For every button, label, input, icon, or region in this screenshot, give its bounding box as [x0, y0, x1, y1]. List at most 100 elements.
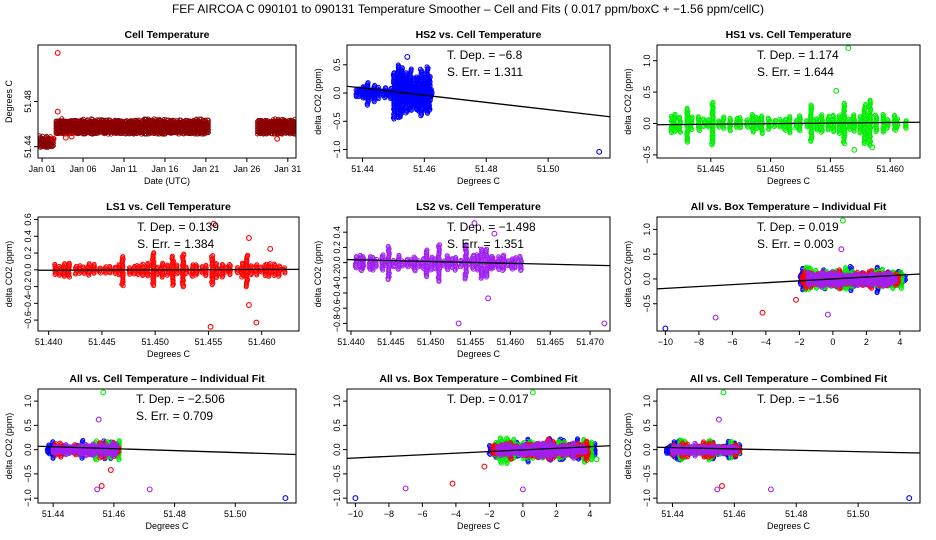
data-point [365, 80, 371, 86]
y-tick-label: 1.0 [642, 54, 652, 67]
outlier-point [601, 320, 608, 327]
data-point [277, 263, 282, 269]
data-point [689, 114, 695, 120]
data-point [759, 113, 765, 119]
outlier-point [491, 230, 498, 237]
panel-title: LS1 vs. Cell Temperature [106, 201, 231, 213]
y-tick-label: 0.5 [332, 59, 342, 72]
data-point [205, 122, 211, 128]
data-point [453, 255, 459, 260]
data-point [863, 102, 868, 108]
data-point [772, 117, 778, 123]
x-tick-label: Jan 16 [151, 164, 178, 174]
y-tick-label: 51.48 [23, 90, 33, 113]
data-point [66, 260, 72, 266]
data-point [292, 129, 296, 135]
outlier-point [455, 320, 462, 327]
outlier-point [405, 105, 412, 112]
standard-error-label: S. Err. = 1.311 [447, 65, 523, 79]
data-point [396, 252, 402, 258]
standard-error-label: S. Err. = 1.644 [757, 65, 834, 79]
data-point [851, 112, 857, 118]
data-point [292, 131, 296, 137]
data-point [672, 111, 678, 117]
x-tick-label: 51.455 [457, 337, 485, 347]
data-point [254, 262, 260, 268]
data-point [271, 261, 277, 267]
outlier-point [485, 295, 492, 302]
outlier-point [404, 53, 411, 60]
data-point [292, 121, 296, 127]
x-tick-label: Jan 26 [233, 164, 260, 174]
y-axis-label: delta CO2 (ppm) [313, 68, 323, 135]
plot-frame [346, 216, 611, 332]
data-point [841, 101, 847, 106]
data-point [721, 114, 727, 120]
x-tick-label: 51.50 [537, 164, 560, 174]
data-point [411, 254, 417, 260]
data-point [62, 261, 68, 267]
x-tick-label: Jan 11 [111, 164, 137, 174]
data-point [52, 261, 58, 267]
plot-area [347, 53, 610, 155]
data-point [174, 262, 180, 268]
y-tick-label: −1.0 [332, 141, 342, 159]
data-point [517, 254, 523, 259]
data-point [380, 252, 386, 258]
data-point [787, 114, 793, 120]
data-point [383, 85, 388, 91]
y-tick-label: 0.2 [332, 241, 342, 254]
data-point [727, 115, 733, 121]
fit-line [347, 85, 610, 118]
data-point [205, 120, 211, 126]
x-tick-label: 51.460 [876, 164, 904, 174]
data-point [872, 112, 878, 118]
data-point [501, 252, 507, 258]
data-point [710, 99, 716, 105]
data-point [205, 130, 211, 136]
temperature-dependence-label: T. Dep. = 0.139 [137, 220, 219, 234]
data-point [765, 115, 771, 121]
temperature-dependence-label: T. Dep. = −1.498 [447, 220, 536, 234]
data-point [836, 113, 842, 119]
outlier-point [54, 108, 61, 115]
outlier-point [267, 245, 274, 252]
x-axis-label: Degrees C [147, 349, 191, 359]
outlier-point [207, 323, 214, 330]
data-point [813, 268, 819, 273]
data-point [50, 143, 56, 149]
outlier-point [596, 148, 603, 155]
standard-error-label: S. Err. = 1.384 [137, 237, 214, 251]
y-tick-label: −0.4 [23, 294, 33, 312]
plot-area [347, 220, 610, 327]
data-point [444, 253, 450, 259]
data-point [808, 102, 814, 108]
data-point [214, 261, 219, 267]
x-tick-label: 51.450 [417, 337, 445, 347]
y-tick-label: 51.44 [23, 135, 33, 158]
data-point [372, 82, 378, 88]
panel-title: Cell Temperature [125, 29, 210, 41]
data-point [227, 262, 232, 267]
fit-line [657, 121, 920, 126]
outlier-point [869, 144, 876, 151]
data-point [357, 252, 363, 258]
data-point [219, 262, 225, 267]
data-point [745, 117, 751, 123]
outlier-point [245, 302, 252, 308]
x-tick-label: 51.470 [576, 337, 604, 347]
data-point [479, 246, 484, 252]
x-tick-label: 51.460 [497, 337, 525, 347]
data-point [292, 124, 296, 130]
data-point [830, 112, 836, 118]
x-tick-label: 51.450 [757, 164, 785, 174]
figure-main-title: FEF AIRCOA C 090101 to 090131 Temperatur… [172, 2, 764, 16]
data-point [292, 126, 296, 132]
y-tick-label: 0.0 [332, 87, 342, 100]
x-tick-label: Jan 31 [274, 164, 301, 174]
x-tick-label: 51.445 [697, 164, 725, 174]
x-tick-label: 51.48 [475, 164, 498, 174]
x-axis-label: Degrees C [767, 176, 811, 186]
